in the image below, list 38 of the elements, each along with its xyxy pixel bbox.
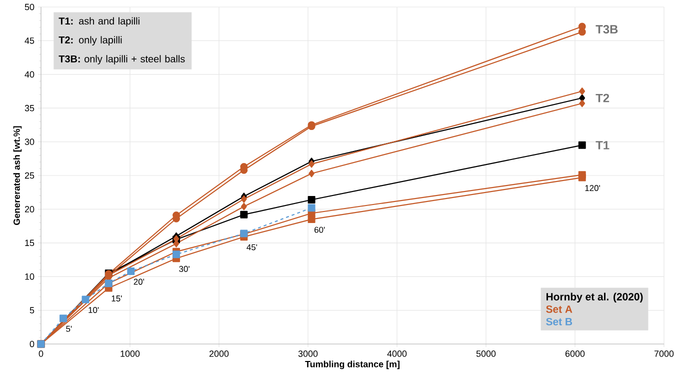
text: Hornby et al. (2020)	[546, 292, 643, 303]
y-tick-label: 5	[30, 307, 34, 314]
y-tick-label: 30	[24, 138, 34, 145]
x-tick-label: 7000	[654, 350, 674, 357]
x-tick-label: 0	[38, 350, 44, 357]
x-tick-label: 1000	[120, 350, 140, 357]
x-tick-label: 4000	[387, 350, 407, 357]
text: Set A	[546, 305, 572, 313]
text: Set B	[546, 318, 572, 326]
annotation: 5'	[66, 326, 72, 332]
x-tick-label: 6000	[565, 350, 585, 357]
annotation: 60'	[314, 226, 325, 233]
y-tick-label: 35	[24, 104, 34, 112]
annotation: 45'	[246, 244, 258, 250]
y-axis-title: Genererated ash [wt.%]	[13, 126, 22, 225]
annotation: T3B	[596, 25, 618, 34]
y-tick-label: 45	[24, 38, 34, 44]
annotation: T1: ash and lapilli	[58, 17, 140, 27]
annotation: 30'	[179, 266, 190, 272]
y-tick-label: 20	[24, 206, 34, 212]
annotation: T2: only lapilli	[58, 36, 122, 46]
annotation: 10'	[88, 307, 99, 314]
annotation: T1	[596, 141, 610, 150]
x-tick-label: 3000	[298, 350, 318, 357]
y-tick-label: 0	[30, 340, 34, 348]
annotation: 20'	[134, 278, 144, 285]
annotation: T3B: only lapilli + steel balls	[58, 55, 185, 64]
y-tick-label: 25	[24, 172, 34, 179]
annotation: T2	[596, 94, 610, 102]
y-tick-label: 50	[24, 4, 34, 10]
annotation: 120'	[585, 185, 600, 192]
y-tick-label: 40	[24, 71, 34, 78]
x-tick-label: 5000	[476, 350, 496, 357]
y-tick-label: 10	[25, 273, 34, 280]
y-tick-label: 15	[25, 240, 34, 246]
x-axis-title: Tumbling distance [m]	[305, 360, 400, 370]
x-tick-label: 2000	[209, 350, 229, 357]
annotation: 15'	[112, 296, 122, 302]
